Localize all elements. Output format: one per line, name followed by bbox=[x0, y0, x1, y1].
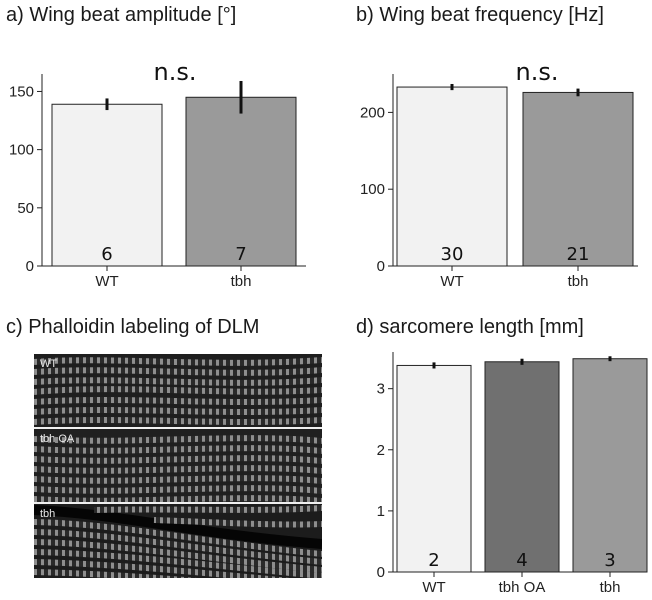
micrograph-divider bbox=[34, 427, 322, 429]
sample-size-label: 4 bbox=[516, 550, 527, 571]
sample-size-label: 6 bbox=[101, 244, 112, 265]
micrograph-label-wt: WT bbox=[40, 358, 58, 370]
muscle-fiber-image-tbh-oa bbox=[34, 429, 322, 502]
y-tick-label: 0 bbox=[26, 258, 34, 275]
x-tick-label: tbh OA bbox=[499, 579, 546, 596]
x-tick-label: tbh bbox=[568, 273, 589, 290]
micrograph-strip-tbh-oa: tbh OA bbox=[34, 429, 322, 502]
bar-tbh bbox=[572, 358, 648, 573]
micrograph-strip-wt: WT bbox=[34, 354, 322, 427]
x-tick-label: tbh bbox=[600, 579, 621, 596]
sample-size-label: 3 bbox=[604, 550, 615, 571]
micrograph-divider bbox=[34, 502, 322, 504]
y-tick-label: 0 bbox=[377, 258, 385, 275]
sample-size-label: 21 bbox=[567, 244, 590, 265]
y-tick-label: 3 bbox=[377, 381, 385, 398]
panel-c-title: c) Phalloidin labeling of DLM bbox=[6, 316, 260, 338]
micrograph-label-tbh-oa: tbh OA bbox=[40, 433, 75, 445]
y-tick-label: 1 bbox=[377, 503, 385, 520]
bar-tbh-oa bbox=[484, 361, 560, 573]
x-tick-label: WT bbox=[95, 273, 118, 290]
x-tick-label: WT bbox=[422, 579, 445, 596]
y-tick-label: 2 bbox=[377, 442, 385, 459]
significance-label: n.s. bbox=[154, 58, 197, 86]
panel-d-title: d) sarcomere length [mm] bbox=[356, 316, 584, 338]
x-tick-label: WT bbox=[440, 273, 463, 290]
y-tick-label: 100 bbox=[360, 181, 385, 198]
muscle-fiber-image-wt bbox=[34, 354, 322, 427]
micrograph-label-tbh: tbh bbox=[40, 508, 56, 520]
muscle-fiber-image-tbh bbox=[34, 504, 322, 578]
sample-size-label: 7 bbox=[235, 244, 246, 265]
y-tick-label: 100 bbox=[9, 142, 34, 159]
bar-wt bbox=[396, 364, 472, 573]
phalloidin-micrograph: WT tbh OA tbh bbox=[34, 354, 322, 578]
significance-label: n.s. bbox=[516, 58, 559, 86]
panel-a-title: a) Wing beat amplitude [°] bbox=[6, 4, 237, 26]
panel-b-title: b) Wing beat frequency [Hz] bbox=[356, 4, 604, 26]
y-tick-label: 200 bbox=[360, 104, 385, 121]
y-tick-label: 150 bbox=[9, 83, 34, 100]
x-tick-label: tbh bbox=[231, 273, 252, 290]
micrograph-strip-tbh: tbh bbox=[34, 504, 322, 578]
sample-size-label: 2 bbox=[428, 550, 439, 571]
y-tick-label: 0 bbox=[377, 564, 385, 581]
y-tick-label: 50 bbox=[17, 200, 34, 217]
sample-size-label: 30 bbox=[441, 244, 464, 265]
